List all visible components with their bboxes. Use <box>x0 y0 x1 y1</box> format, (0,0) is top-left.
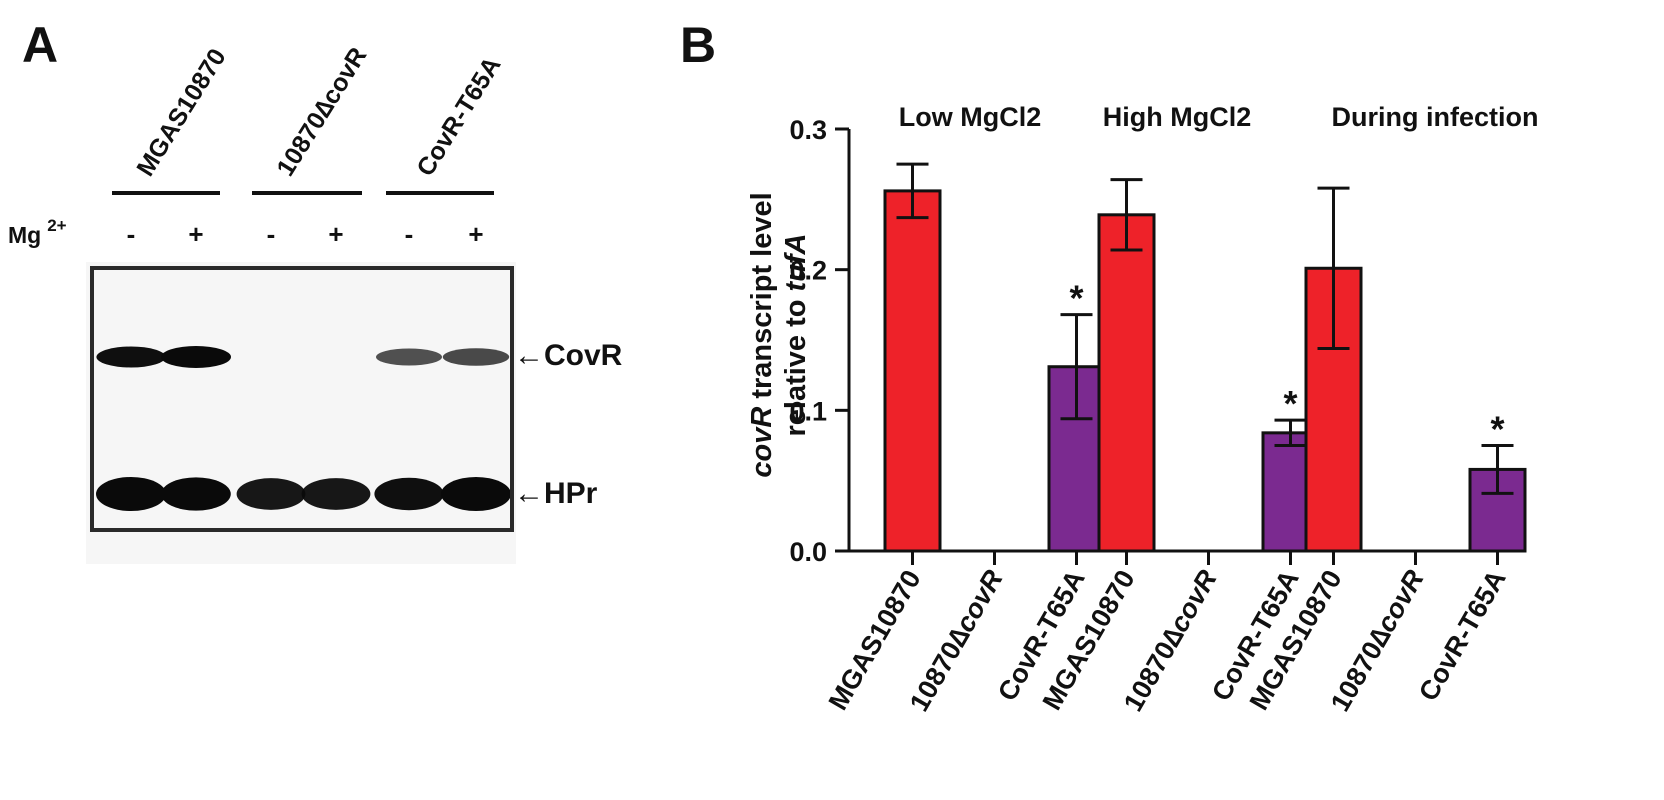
covr-band <box>96 346 166 368</box>
category-label: CovR-T65A <box>1413 565 1512 706</box>
panel-b-letter: B <box>680 17 716 73</box>
bar <box>1097 213 1156 553</box>
y-axis: 0.0 0.1 0.2 0.3 <box>789 115 851 567</box>
lane-labels: MGAS10870 10870∆covR CovR-T65A <box>131 43 506 182</box>
hpr-band <box>374 477 444 511</box>
y-tick-label: 0.2 <box>789 256 827 286</box>
significance-marker: * <box>1283 383 1297 424</box>
covr-band <box>442 348 510 366</box>
mg-label: Mg 2+ <box>8 216 67 248</box>
mg-sign: + <box>188 219 203 249</box>
mg-sign: - <box>405 219 414 249</box>
hpr-band <box>301 478 371 510</box>
significance-marker: * <box>1069 278 1083 319</box>
x-axis <box>849 549 1499 565</box>
hpr-band <box>161 477 231 511</box>
covr-band <box>161 346 231 368</box>
significance-marker: * <box>1490 409 1504 450</box>
hpr-band <box>441 477 511 511</box>
panel-a-letter: A <box>22 17 58 73</box>
blot-background <box>86 262 516 564</box>
panel-b-bar-chart: B covR transcript level relative to tufA… <box>680 17 1538 717</box>
condition-label: Low MgCl2 <box>899 102 1042 132</box>
mg-signs: - + - + - + <box>127 219 484 249</box>
condition-label: During infection <box>1332 102 1539 132</box>
mg-sign: - <box>267 219 276 249</box>
hpr-band <box>236 478 306 510</box>
mg-sign: + <box>468 219 483 249</box>
lane-label: 10870∆covR <box>271 43 372 182</box>
lane-label: CovR-T65A <box>411 52 506 181</box>
condition-labels: Low MgCl2 High MgCl2 During infection <box>899 102 1539 132</box>
band-label-hpr: ←HPr <box>514 477 598 510</box>
y-tick-label: 0.0 <box>789 537 827 567</box>
bars: * * * <box>883 162 1527 553</box>
y-tick-label: 0.3 <box>789 115 827 145</box>
lane-label: MGAS10870 <box>131 44 231 181</box>
mg-sign: + <box>328 219 343 249</box>
y-axis-label-line1: covR transcript level <box>746 192 778 477</box>
condition-label: High MgCl2 <box>1103 102 1252 132</box>
covr-band <box>376 348 442 366</box>
bar <box>883 189 942 553</box>
category-labels: MGAS1087010870∆covRCovR-T65AMGAS10870108… <box>823 565 1512 717</box>
mg-sign: - <box>127 219 136 249</box>
blot-bands <box>96 346 511 511</box>
y-tick-label: 0.1 <box>789 396 827 426</box>
hpr-band <box>96 477 166 511</box>
bar <box>1304 266 1363 553</box>
y-axis-label-line2: relative to tufA <box>780 233 812 436</box>
panel-a-western-blot: A MGAS10870 10870∆covR CovR-T65A Mg 2+ - + - +… <box>8 17 623 564</box>
blot-frame <box>90 266 514 532</box>
band-label-covr: ←CovR <box>514 339 623 372</box>
